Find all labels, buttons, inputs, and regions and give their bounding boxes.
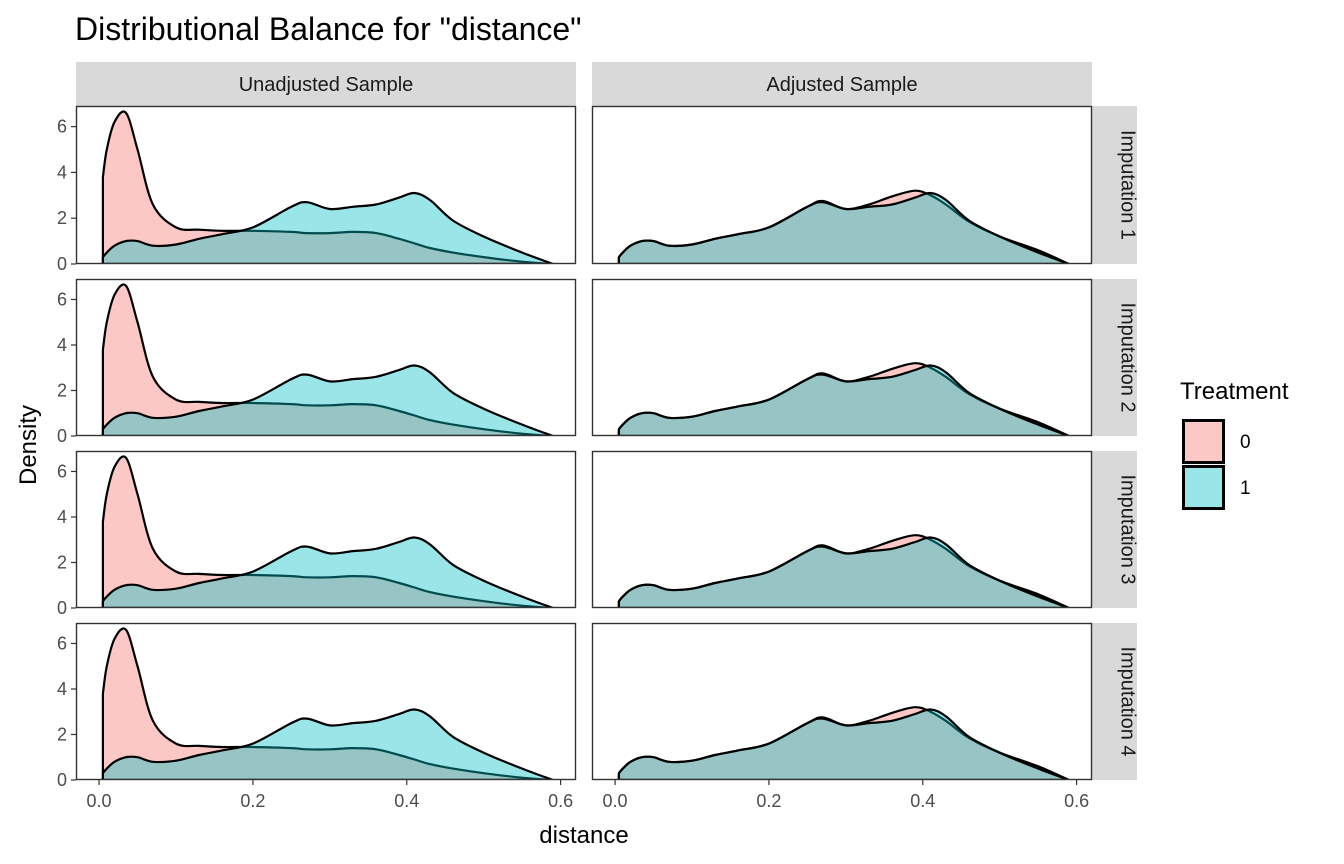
density-area-treatment-1 (101, 708, 554, 780)
x-tick-label: 0.6 (548, 791, 573, 811)
facet-strip-row-label: Imputation 2 (1117, 302, 1139, 412)
panel-border (591, 278, 1093, 437)
y-tick-label: 2 (57, 552, 67, 572)
density-area-treatment-1 (101, 536, 554, 608)
y-tick-label: 4 (57, 507, 67, 527)
y-tick-label: 0 (57, 426, 67, 446)
y-tick-label: 2 (57, 380, 67, 400)
y-tick-label: 2 (57, 208, 67, 228)
axes: 0 2 4 6 0 2 4 6 0 2 4 6 0 2 4 6 0.0 0.2 0.4 0.6 0.0 0.2 0.4 0.6 (57, 117, 1089, 811)
x-tick-label: 0.4 (394, 791, 419, 811)
y-tick-label: 6 (57, 289, 67, 309)
density-area-treatment-0 (101, 283, 554, 436)
panel-areas (101, 110, 554, 264)
density-area-treatment-1 (101, 191, 554, 264)
facet-strip-label: Adjusted Sample (766, 74, 917, 96)
panel-background (76, 106, 576, 264)
facet-strip-adjusted (592, 62, 1092, 106)
y-tick-label: 6 (57, 117, 67, 137)
facet-strip-row-label: Imputation 1 (1117, 130, 1139, 240)
y-tick-label: 0 (57, 598, 67, 618)
facet-panels: Unadjusted Sample Adjusted Sample Imputati… (75, 62, 1139, 781)
facet-strip-row-1 (1092, 106, 1137, 264)
density-area-treatment-1 (617, 708, 1070, 780)
y-tick-label: 4 (57, 162, 67, 182)
facet-strip-row-label: Imputation 3 (1117, 474, 1139, 584)
legend-key-bg (1182, 465, 1225, 510)
panel-background (592, 451, 1092, 608)
panel-border (75, 278, 577, 437)
panel-areas (617, 362, 1070, 436)
density-area-treatment-0 (101, 110, 554, 264)
legend-label: 1 (1240, 478, 1251, 499)
panel-background (76, 279, 576, 436)
density-area-treatment-1 (101, 364, 554, 436)
facet-strip-row-label: Imputation 4 (1117, 646, 1139, 756)
x-tick-label: 0.6 (1064, 791, 1089, 811)
density-area-treatment-1 (617, 364, 1070, 436)
x-tick-label: 0.2 (240, 791, 265, 811)
y-tick-label: 6 (57, 461, 67, 481)
legend-title: Treatment (1180, 378, 1289, 405)
facet-strip-label: Unadjusted Sample (239, 74, 414, 96)
panel-border (75, 105, 577, 265)
panel-background (76, 623, 576, 780)
legend-key-treatment-1 (1182, 465, 1225, 510)
legend-key-treatment-0 (1182, 419, 1225, 464)
panel-areas (101, 283, 554, 436)
panel-background (592, 106, 1092, 264)
panel-areas (617, 706, 1070, 780)
panel-border (75, 622, 577, 781)
facet-strip-row-4 (1092, 623, 1137, 780)
panel-background (592, 623, 1092, 780)
density-area-treatment-0 (101, 455, 554, 608)
legend-key-bg (1182, 419, 1225, 464)
panel-border (591, 105, 1093, 265)
panel-border (591, 622, 1093, 781)
y-axis-title: Density (15, 405, 42, 485)
panel-areas (101, 455, 554, 608)
y-tick-label: 0 (57, 770, 67, 790)
panel-areas (617, 189, 1070, 264)
chart-title: Distributional Balance for "distance" (75, 11, 582, 47)
density-area-treatment-1 (617, 191, 1070, 264)
legend: Treatment 0 1 (1180, 378, 1289, 510)
panel-border (591, 450, 1093, 609)
x-tick-label: 0.0 (87, 791, 112, 811)
facet-strip-unadjusted (76, 62, 576, 106)
x-tick-label: 0.2 (756, 791, 781, 811)
panel-areas (101, 627, 554, 780)
x-tick-label: 0.4 (910, 791, 935, 811)
facet-strip-row-3 (1092, 451, 1137, 608)
y-tick-label: 4 (57, 335, 67, 355)
facet-strip-row-2 (1092, 279, 1137, 436)
density-area-treatment-0 (101, 627, 554, 780)
panel-border (75, 450, 577, 609)
y-tick-label: 2 (57, 724, 67, 744)
y-tick-label: 4 (57, 679, 67, 699)
panel-background (592, 279, 1092, 436)
x-axis-title: distance (539, 822, 628, 849)
panel-areas (617, 534, 1070, 608)
panel-background (76, 451, 576, 608)
y-tick-label: 6 (57, 633, 67, 653)
density-area-treatment-1 (617, 536, 1070, 608)
legend-label: 0 (1240, 432, 1251, 453)
y-tick-label: 0 (57, 254, 67, 274)
x-tick-label: 0.0 (603, 791, 628, 811)
